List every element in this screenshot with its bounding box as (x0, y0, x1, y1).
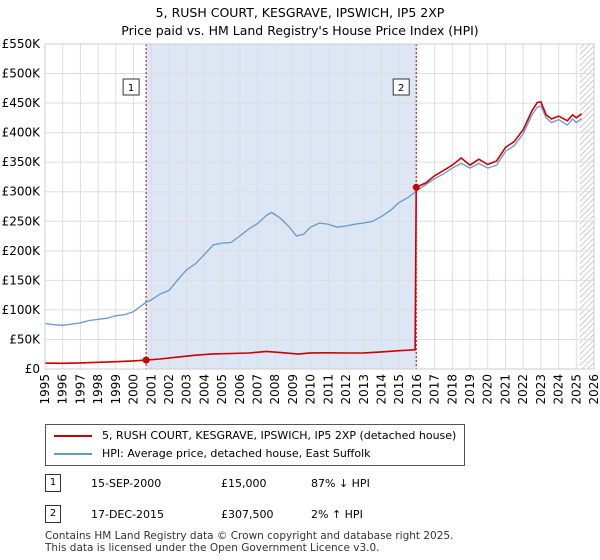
transaction-hpi-diff: 87% ↓ HPI (311, 477, 370, 490)
y-tick-label: £500K (2, 67, 42, 81)
x-tick-label: 2015 (392, 374, 406, 405)
hatched-region (579, 44, 594, 369)
y-tick-label: £50K (9, 332, 41, 346)
x-tick-label: 2025 (569, 374, 583, 405)
x-tick-label: 2017 (428, 374, 442, 405)
x-tick-label: 2009 (286, 374, 300, 405)
transaction-number: 2 (45, 505, 61, 523)
x-tick-label: 2014 (374, 374, 388, 405)
y-tick-label: £400K (2, 126, 42, 140)
footer-line-1: Contains HM Land Registry data © Crown c… (45, 530, 454, 542)
x-tick-label: 2019 (463, 374, 477, 405)
footer-attribution: Contains HM Land Registry data © Crown c… (45, 530, 453, 554)
x-tick-label: 2021 (498, 374, 512, 405)
sale-label-number: 1 (128, 83, 134, 94)
shaded-range (146, 44, 417, 369)
y-tick-label: £300K (2, 185, 42, 199)
y-tick-label: £250K (2, 214, 42, 228)
property-price-line (44, 101, 583, 365)
hpi-line (44, 105, 582, 326)
x-tick-label: 2005 (215, 374, 229, 405)
x-tick-label: 2000 (127, 374, 141, 405)
x-tick-label: 2018 (445, 374, 459, 405)
transaction-date: 15-SEP-2000 (91, 477, 162, 490)
x-tick-label: 2016 (410, 374, 424, 405)
legend-swatch-hpi (54, 453, 92, 455)
x-tick-label: 2022 (516, 374, 530, 405)
sale-point (142, 356, 150, 364)
y-tick-label: £100K (2, 303, 42, 317)
x-tick-label: 2007 (251, 374, 265, 405)
transaction-hpi-diff: 2% ↑ HPI (311, 508, 363, 521)
sale-label-box (122, 78, 140, 96)
plot-frame (44, 43, 595, 370)
chart-subtitle: Price paid vs. HM Land Registry's House … (121, 23, 479, 38)
transaction-price: £15,000 (221, 477, 267, 490)
x-tick-label: 2020 (481, 374, 495, 405)
x-tick-label: 2010 (304, 374, 318, 405)
legend-swatch-property (54, 435, 92, 437)
x-tick-label: 1995 (38, 374, 52, 405)
x-tick-label: 1997 (73, 374, 87, 405)
transaction-price: £307,500 (221, 508, 274, 521)
x-tick-label: 2003 (180, 374, 194, 405)
y-tick-label: £350K (2, 155, 42, 169)
x-tick-label: 1999 (109, 374, 123, 405)
x-tick-label: 2013 (357, 374, 371, 405)
x-tick-label: 2008 (268, 374, 282, 405)
y-tick-label: £150K (2, 273, 42, 287)
x-tick-label: 2024 (552, 374, 566, 405)
y-tick-label: £200K (2, 244, 42, 258)
y-tick-label: £0 (25, 362, 40, 376)
x-tick-label: 1996 (56, 374, 70, 405)
sale-label-box (392, 78, 410, 96)
y-tick-label: £550K (2, 37, 42, 51)
x-tick-label: 2001 (144, 374, 158, 405)
x-tick-label: 2011 (321, 374, 335, 405)
transaction-date: 17-DEC-2015 (91, 508, 165, 521)
transaction-number: 1 (45, 474, 61, 492)
x-tick-label: 2006 (233, 374, 247, 405)
x-tick-label: 2026 (587, 374, 600, 405)
x-tick-label: 2012 (339, 374, 353, 405)
sale-label-number: 2 (398, 83, 404, 94)
x-tick-label: 2023 (534, 374, 548, 405)
footer-line-2: This data is licensed under the Open Gov… (45, 542, 380, 554)
x-tick-label: 2002 (162, 374, 176, 405)
chart-title: 5, RUSH COURT, KESGRAVE, IPSWICH, IP5 2X… (155, 5, 445, 20)
price-chart: 1 2 £0 £50K £100K £150K £200K £250K £300K £350K £4… (2, 37, 600, 405)
x-tick-label: 1998 (91, 374, 105, 405)
legend-label-hpi: HPI: Average price, detached house, East… (102, 447, 371, 460)
sale-point (412, 183, 420, 191)
y-tick-label: £450K (2, 96, 42, 110)
x-tick-label: 2004 (197, 374, 211, 405)
legend-label-property: 5, RUSH COURT, KESGRAVE, IPSWICH, IP5 2X… (102, 429, 457, 442)
chart-title-block: 5, RUSH COURT, KESGRAVE, IPSWICH, IP5 2X… (0, 4, 600, 40)
chart-legend: 5, RUSH COURT, KESGRAVE, IPSWICH, IP5 2X… (45, 424, 465, 466)
